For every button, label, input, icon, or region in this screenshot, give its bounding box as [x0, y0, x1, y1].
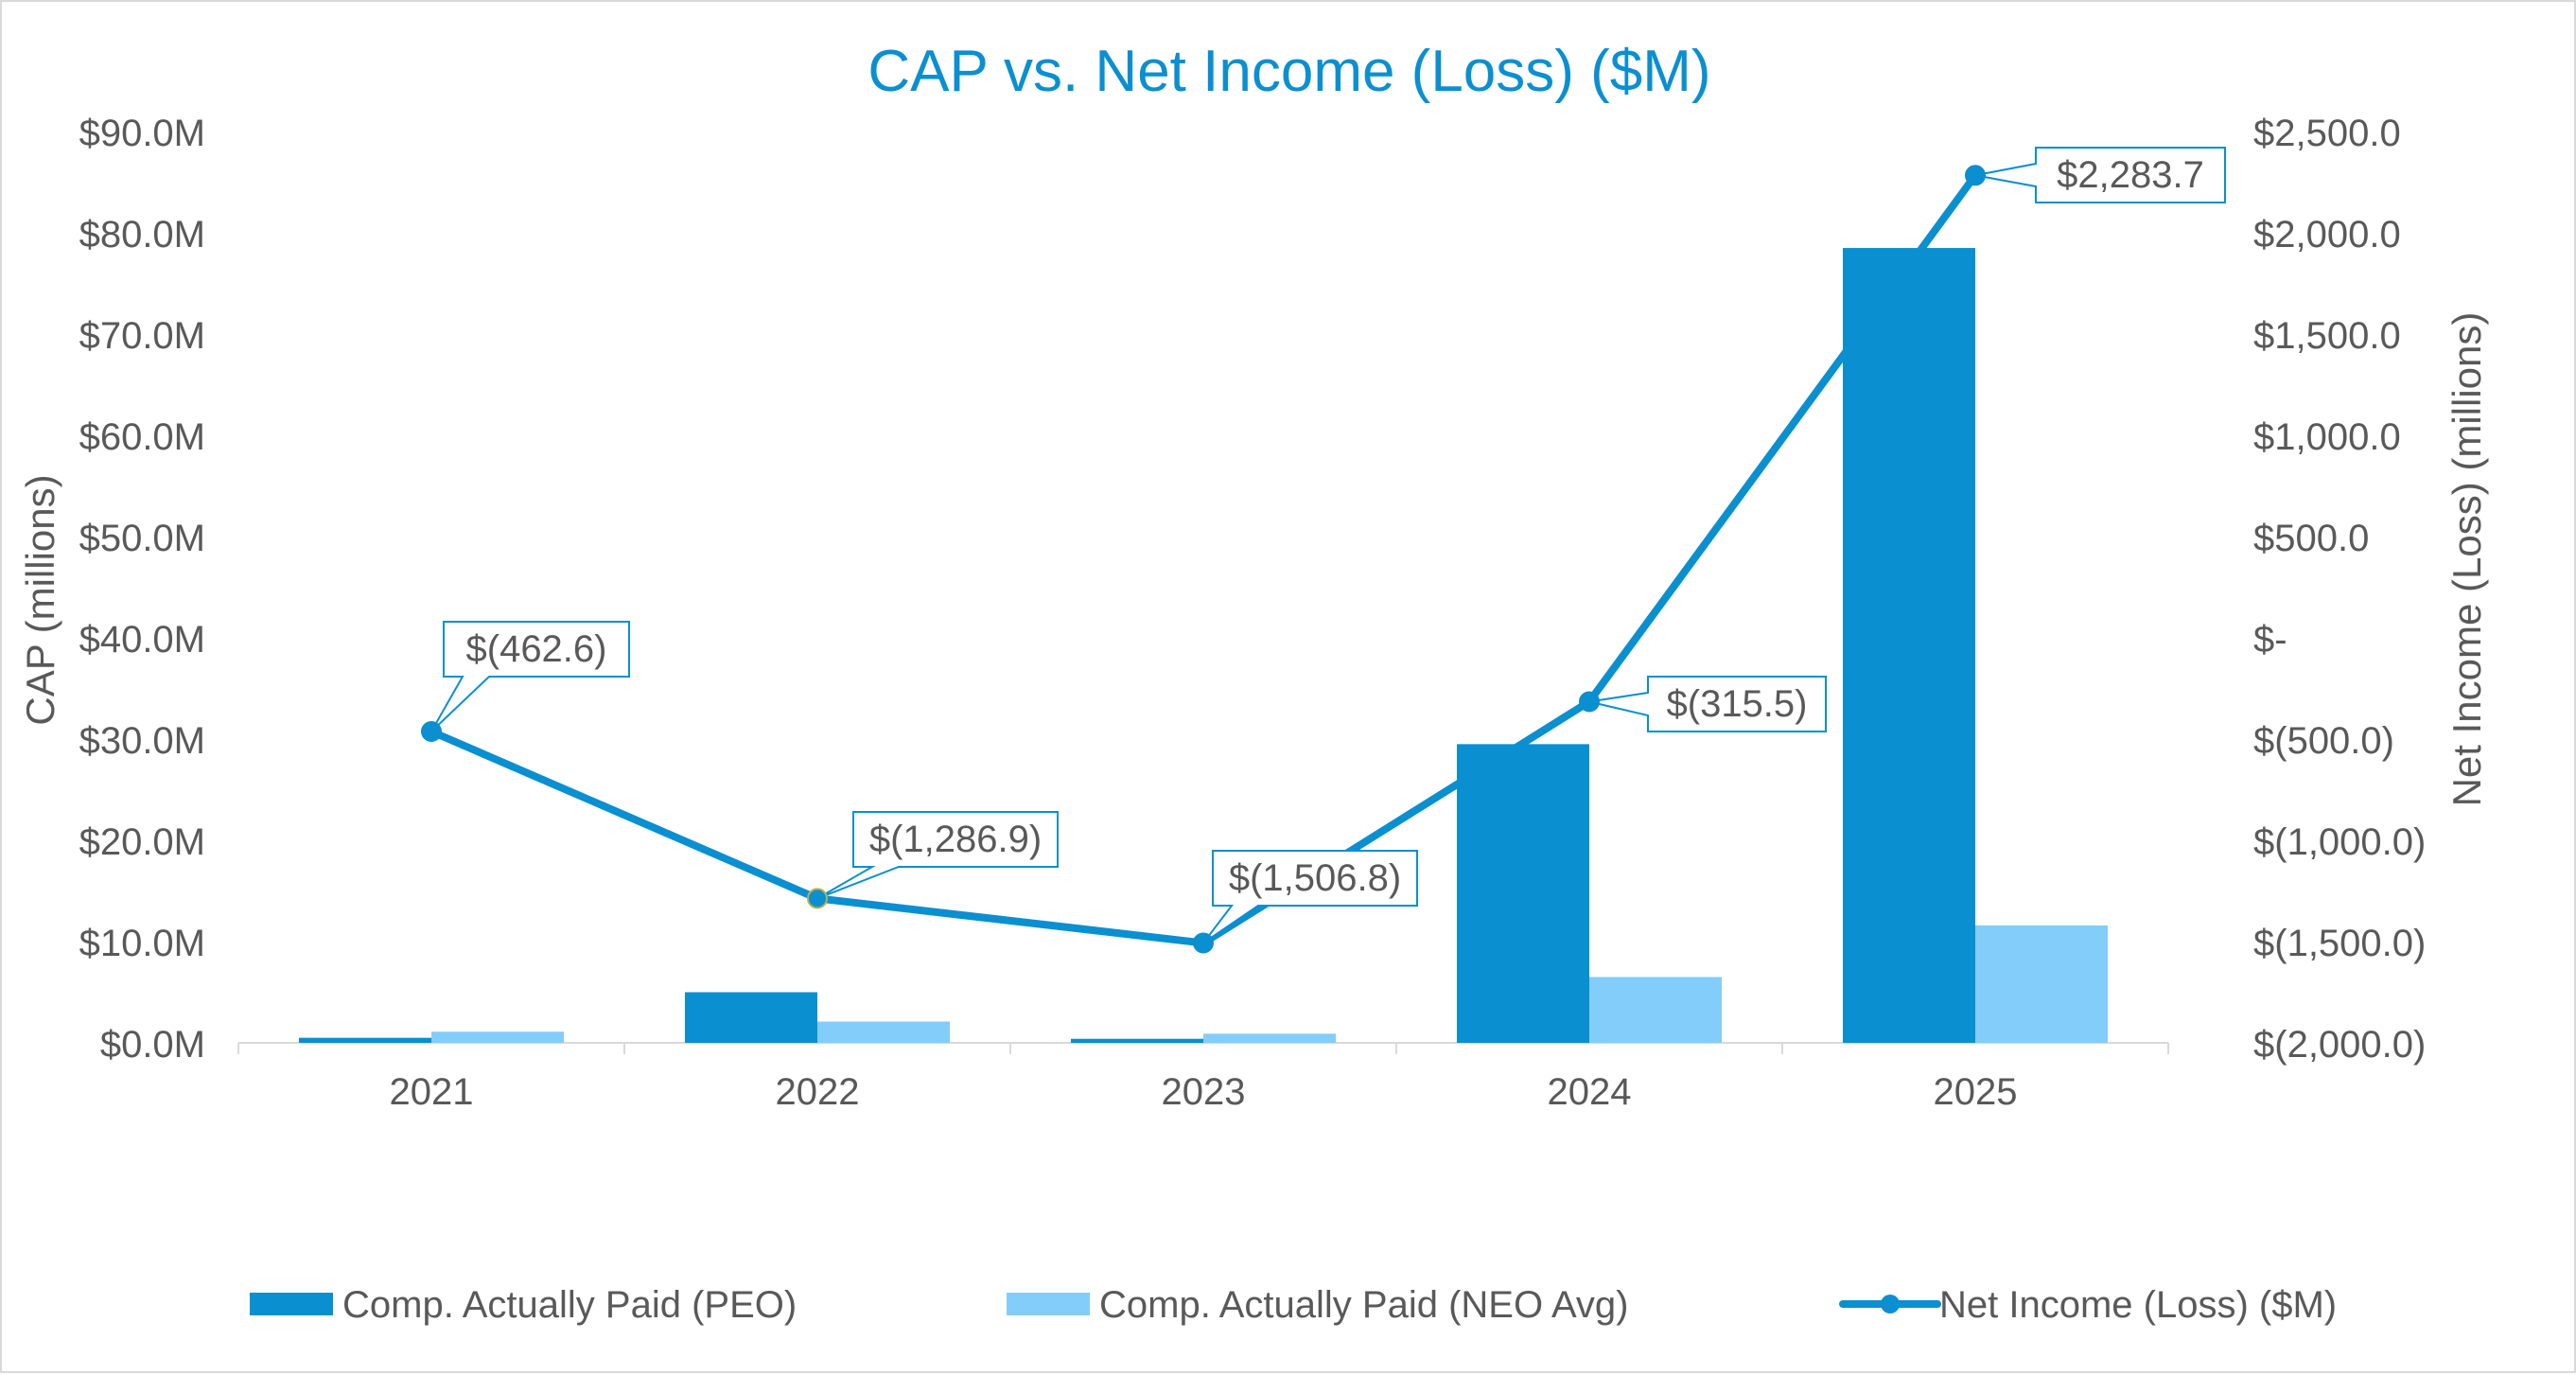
- y-tick-right-label: $500.0: [2253, 518, 2369, 559]
- legend-item: Comp. Actually Paid (NEO Avg): [1007, 1284, 1629, 1326]
- bar-neo-avg: [817, 1021, 950, 1043]
- x-tick-label: 2021: [390, 1071, 474, 1113]
- y-tick-right-label: $2,500.0: [2253, 113, 2401, 154]
- data-label-callout: $(1,506.8): [1202, 850, 1418, 944]
- bar-peo: [1071, 1038, 1203, 1043]
- legend-item: Net Income (Loss) ($M): [1839, 1284, 2337, 1326]
- net-income-marker: [1579, 691, 1600, 713]
- legend-label: Comp. Actually Paid (NEO Avg): [1099, 1284, 1629, 1326]
- x-axis: 2021 2022 2023 2024 2025: [237, 1042, 2169, 1113]
- chart-title: CAP vs. Net Income (Loss) ($M): [867, 39, 1710, 104]
- y-tick-left-label: $20.0M: [79, 821, 205, 863]
- y-tick-left-label: $70.0M: [79, 315, 205, 357]
- y-tick-right-label: $(1,500.0): [2253, 923, 2426, 964]
- y-axis-left: $0.0M $10.0M $20.0M $30.0M $40.0M $50.0M $60.0…: [79, 113, 205, 1066]
- y-tick-right-label: $(500.0): [2253, 720, 2394, 762]
- bar-neo-avg: [1589, 977, 1722, 1043]
- net-income-marker: [1965, 165, 1986, 186]
- bar-series-group: [299, 248, 2108, 1043]
- net-income-marker: [421, 720, 442, 742]
- y-tick-right-label: $-: [2253, 619, 2287, 661]
- data-label-text: $(462.6): [466, 628, 607, 670]
- y-tick-right-label: $1,500.0: [2253, 315, 2401, 357]
- bar-peo: [299, 1037, 431, 1043]
- y-tick-left-label: $50.0M: [79, 518, 205, 559]
- bar-neo-avg: [1975, 925, 2108, 1043]
- net-income-marker: [1193, 932, 1214, 954]
- y-tick-left-label: $90.0M: [79, 113, 205, 154]
- y-tick-left-label: $10.0M: [79, 923, 205, 964]
- data-label-box: [1974, 147, 2226, 203]
- y-tick-left-label: $80.0M: [79, 214, 205, 256]
- legend-marker: [1881, 1295, 1900, 1313]
- y-tick-right-label: $2,000.0: [2253, 214, 2401, 256]
- x-tick-label: 2023: [1162, 1071, 1246, 1113]
- y-tick-left-label: $30.0M: [79, 720, 205, 762]
- y-axis-left-label: CAP (millions): [18, 474, 62, 725]
- legend: Comp. Actually Paid (PEO) Comp. Actually …: [250, 1284, 2337, 1326]
- data-label-text: $(315.5): [1667, 683, 1808, 725]
- data-label-box: [430, 621, 630, 732]
- y-tick-right-label: $(2,000.0): [2253, 1024, 2426, 1066]
- data-label-box: [1588, 676, 1827, 732]
- y-tick-left-label: $60.0M: [79, 416, 205, 458]
- net-income-line: [428, 171, 1979, 947]
- bar-peo: [1457, 744, 1589, 1043]
- legend-swatch: [1007, 1293, 1090, 1315]
- data-label-text: $(1,506.8): [1229, 857, 1401, 899]
- y-tick-right-label: $(1,000.0): [2253, 821, 2426, 863]
- data-label-callout: $2,283.7: [1974, 147, 2226, 203]
- x-tick-label: 2022: [776, 1071, 860, 1113]
- data-label-text: $2,283.7: [2057, 154, 2204, 196]
- line-series-group: $(462.6) $(1,286.9) $(1,506.8) $(315.5) $2,2…: [421, 147, 2226, 954]
- x-tick-label: 2024: [1548, 1071, 1632, 1113]
- data-label-box: [1202, 850, 1418, 944]
- data-label-callout: $(315.5): [1588, 676, 1827, 732]
- y-tick-left-label: $0.0M: [100, 1024, 205, 1066]
- y-tick-left-label: $40.0M: [79, 619, 205, 661]
- legend-label: Net Income (Loss) ($M): [1939, 1284, 2337, 1326]
- data-label-text: $(1,286.9): [869, 819, 1042, 860]
- data-label-box: [816, 811, 1059, 900]
- y-axis-right-label: Net Income (Loss) (millions): [2445, 312, 2489, 807]
- bar-neo-avg: [431, 1031, 564, 1043]
- legend-swatch: [250, 1293, 333, 1315]
- data-label-callout: $(1,286.9): [816, 811, 1059, 900]
- y-axis-right: $(2,000.0) $(1,500.0) $(1,000.0) $(500.0) $-…: [2253, 113, 2426, 1066]
- bar-neo-avg: [1203, 1033, 1336, 1043]
- legend-label: Comp. Actually Paid (PEO): [342, 1284, 797, 1326]
- legend-item: Comp. Actually Paid (PEO): [250, 1284, 797, 1326]
- net-income-marker: [807, 888, 828, 909]
- data-label-callout: $(462.6): [430, 621, 630, 732]
- bar-peo: [685, 992, 817, 1043]
- y-tick-right-label: $1,000.0: [2253, 416, 2401, 458]
- bar-peo: [1843, 248, 1975, 1043]
- x-tick-label: 2025: [1934, 1071, 2018, 1113]
